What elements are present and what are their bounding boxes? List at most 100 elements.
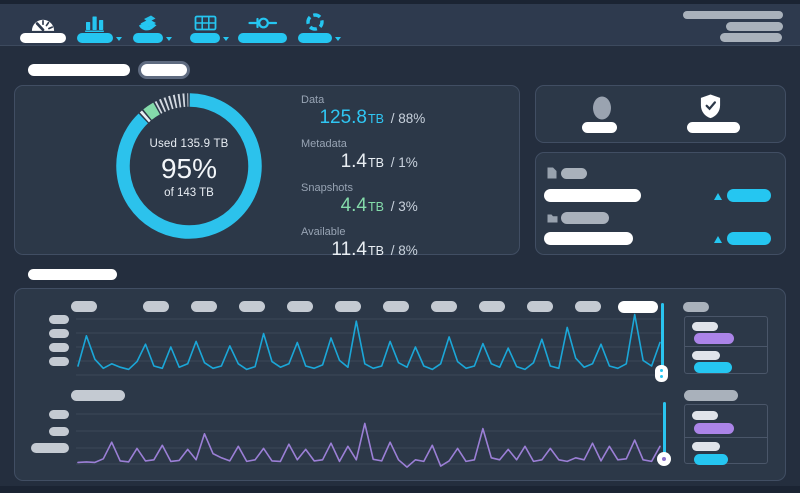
time-tick-placeholder: [383, 301, 409, 312]
legend-label-placeholder: [692, 351, 720, 360]
metric-label-placeholder: [561, 212, 609, 224]
capacity-legend-row: Data 125.8TB / 88%: [301, 94, 506, 129]
current-time-tick-placeholder: [618, 301, 658, 313]
y-tick-placeholder: [49, 342, 69, 352]
donut-segment-metadata: [139, 110, 151, 123]
nav-item-api[interactable]: [238, 11, 287, 44]
legend-value-purple: [694, 333, 734, 344]
time-scrubber-line: [663, 402, 666, 459]
time-tick-placeholder: [575, 301, 601, 312]
nav-item-cluster[interactable]: [190, 11, 229, 44]
time-tick-placeholder: [431, 301, 457, 312]
activity-bottom-series: [77, 422, 661, 468]
legend-value: 4.4TB / 3%: [340, 195, 418, 216]
navbar-user-text-placeholder[interactable]: [683, 11, 783, 19]
legend-value-cyan: [694, 454, 728, 465]
navbar-text-placeholder: [726, 22, 783, 31]
chevron-down-icon[interactable]: [166, 37, 172, 41]
main-navbar: [0, 4, 800, 46]
page-title-placeholder: [28, 64, 130, 76]
y-tick-placeholder: [49, 356, 69, 366]
capacity-legend-row: Snapshots 4.4TB / 3%: [301, 182, 506, 217]
activity-line-chart-top: [76, 313, 662, 376]
donut-center-text: Used 135.9 TB 95% of 143 TB: [129, 138, 249, 199]
time-tick-placeholder: [143, 301, 169, 312]
legend2-title-placeholder: [684, 390, 738, 401]
person-icon: [593, 96, 611, 120]
capacity-legend-row: Metadata 1.4TB / 1%: [301, 138, 506, 173]
chevron-down-icon[interactable]: [335, 37, 341, 41]
y-tick-placeholder: [49, 409, 69, 419]
y-tick-placeholder: [49, 328, 69, 338]
chart2-title-placeholder: [71, 390, 125, 401]
activity-charts-card: [14, 288, 786, 481]
time-tick-placeholder: [527, 301, 553, 312]
nav-item-dashboard[interactable]: [20, 11, 66, 44]
metric-label-placeholder: [561, 168, 587, 179]
folder-icon: [547, 214, 558, 223]
nav-label-placeholder: [20, 33, 66, 43]
legend-label: Snapshots: [301, 182, 353, 194]
legend-value: 11.4TB / 8%: [331, 239, 418, 260]
time-tick-placeholder: [335, 301, 361, 312]
capacity-legend: Data 125.8TB / 88% Metadata 1.4TB / 1% Snaps…: [301, 94, 506, 270]
nav-item-analytics[interactable]: [77, 11, 122, 44]
chevron-down-icon[interactable]: [116, 37, 122, 41]
time-tick-placeholder: [287, 301, 313, 312]
time-scrubber-line: [661, 303, 664, 373]
used-label: Used 135.9 TB: [149, 138, 229, 150]
donut-segment-data: [116, 93, 262, 239]
legend-label: Metadata: [301, 138, 347, 150]
nav-label-placeholder: [190, 33, 220, 43]
header-button-placeholder[interactable]: [138, 61, 190, 79]
top-edge-strip: [0, 0, 800, 4]
status-label-placeholder: [687, 122, 740, 133]
legend-label: Available: [301, 226, 346, 238]
activity-top-series: [77, 313, 661, 371]
metrics-card: [535, 152, 786, 255]
donut-segment-snapshots: [143, 102, 160, 121]
activity-line-chart-bottom: [76, 413, 662, 468]
legend-value: 1.4TB / 1%: [340, 151, 418, 172]
metric-trend-value-placeholder: [727, 232, 771, 245]
legend-label-placeholder: [692, 442, 720, 451]
status-card: [535, 85, 786, 143]
bar-chart-icon: [77, 11, 113, 32]
donut-segment-available: [154, 93, 189, 114]
navbar-text-placeholder: [720, 33, 782, 42]
divider: [685, 346, 767, 347]
nav-item-sharing[interactable]: [133, 11, 172, 44]
time-tick-placeholder: [71, 301, 97, 312]
chevron-down-icon[interactable]: [223, 37, 229, 41]
file-icon: [547, 167, 557, 179]
status-label-placeholder: [582, 122, 617, 133]
grid-table-icon: [190, 11, 220, 32]
nav-item-support[interactable]: [298, 11, 341, 44]
used-percent: 95%: [160, 153, 218, 184]
hand-files-icon: [133, 11, 163, 32]
plug-icon: [238, 11, 287, 32]
trend-up-icon: [714, 236, 722, 243]
divider: [685, 437, 767, 438]
legend-value-cyan: [694, 362, 732, 373]
legend-label-placeholder: [692, 322, 718, 331]
metric-value-placeholder: [544, 189, 641, 202]
time-scrubber-handle[interactable]: [657, 452, 671, 466]
status-item-protection[interactable]: [666, 86, 787, 144]
shield-check-icon: [700, 94, 721, 119]
y-tick-placeholder: [31, 443, 69, 453]
time-tick-placeholder: [479, 301, 505, 312]
time-scrubber-handle[interactable]: [655, 365, 668, 382]
capacity-card: Used 135.9 TB 95% of 143 TB Data 125.8TB …: [14, 85, 520, 260]
status-item-nodes[interactable]: [536, 86, 656, 144]
trend-up-icon: [714, 193, 722, 200]
legend-value: 125.8TB / 88%: [319, 107, 426, 128]
y-tick-placeholder: [49, 314, 69, 324]
nav-label-placeholder: [77, 33, 113, 43]
capacity-legend-row: Available 11.4TB / 8%: [301, 226, 506, 261]
section-title-placeholder: [28, 269, 117, 280]
time-tick-placeholder: [239, 301, 265, 312]
chart1-legend-box: [684, 316, 768, 374]
y-tick-placeholder: [49, 426, 69, 436]
lifebuoy-icon: [298, 11, 332, 32]
